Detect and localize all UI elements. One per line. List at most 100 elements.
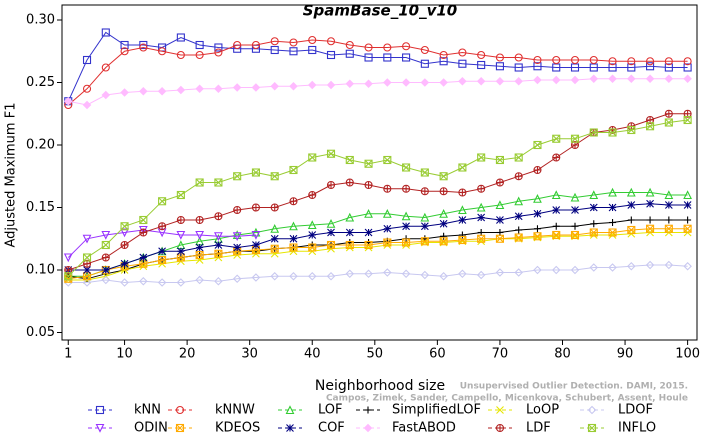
marker-part — [608, 57, 617, 66]
marker — [495, 155, 504, 165]
marker — [233, 172, 242, 181]
marker-part — [664, 201, 673, 209]
marker — [645, 74, 655, 84]
marker-part — [83, 266, 91, 274]
marker — [176, 247, 185, 256]
marker-part — [401, 78, 411, 87]
marker-part — [646, 122, 654, 131]
marker-part — [364, 240, 373, 250]
marker-part — [495, 234, 504, 243]
marker-part — [214, 241, 223, 249]
marker — [176, 33, 185, 42]
series-line — [67, 119, 688, 277]
marker — [587, 423, 597, 433]
marker — [458, 216, 467, 224]
marker — [345, 228, 354, 237]
marker-part — [307, 220, 317, 230]
marker-part — [552, 55, 561, 65]
legend-label: INFLO — [618, 421, 656, 434]
marker-part — [645, 74, 655, 84]
marker-part — [307, 80, 317, 90]
marker-part — [139, 43, 148, 52]
marker — [439, 219, 448, 228]
series-line — [68, 192, 688, 277]
marker — [514, 76, 523, 86]
marker-part — [514, 196, 524, 206]
marker-part — [195, 178, 204, 187]
marker-part — [420, 168, 429, 177]
marker — [289, 165, 298, 175]
marker-part — [64, 272, 73, 281]
marker — [251, 168, 260, 177]
marker-part — [420, 237, 429, 246]
marker-part — [514, 268, 523, 277]
marker — [158, 255, 167, 265]
marker-part — [664, 57, 673, 66]
marker-part — [251, 83, 261, 92]
marker-part — [589, 203, 598, 212]
marker-part — [83, 272, 91, 281]
marker — [214, 178, 223, 187]
marker — [327, 228, 335, 237]
marker — [63, 96, 73, 106]
marker — [270, 244, 279, 253]
marker-part — [401, 269, 411, 279]
marker — [683, 190, 693, 200]
marker-part — [308, 153, 317, 162]
marker-part — [63, 253, 73, 263]
marker — [270, 224, 280, 233]
marker-part — [402, 163, 410, 172]
marker-part — [439, 50, 448, 60]
marker-part — [176, 230, 186, 240]
marker-part — [382, 209, 392, 218]
marker — [589, 128, 598, 137]
legend-label: SimplifiedLOF — [392, 403, 481, 418]
marker — [345, 40, 354, 50]
marker-part — [495, 155, 504, 165]
marker-part — [214, 48, 223, 57]
marker-part — [439, 57, 448, 66]
marker-part — [402, 222, 410, 231]
marker — [120, 259, 129, 268]
marker-part — [270, 45, 279, 55]
marker — [95, 405, 105, 415]
marker — [251, 273, 261, 282]
marker — [326, 50, 336, 60]
marker-part — [64, 272, 73, 281]
marker-part — [364, 43, 373, 52]
marker — [458, 205, 467, 215]
marker-part — [420, 237, 429, 246]
marker-part — [458, 236, 467, 244]
marker-part — [383, 238, 392, 247]
marker — [82, 55, 92, 65]
marker-part — [176, 247, 185, 256]
marker — [176, 85, 186, 95]
marker — [101, 230, 111, 240]
marker-part — [570, 134, 580, 143]
marker-part — [270, 81, 279, 91]
marker-part — [158, 197, 167, 206]
marker-part — [458, 59, 467, 68]
marker — [645, 187, 655, 197]
legend-item: LDF — [488, 421, 551, 434]
marker — [439, 271, 448, 281]
marker — [646, 62, 655, 71]
marker — [608, 74, 617, 84]
marker — [402, 42, 411, 51]
marker — [63, 253, 73, 263]
marker-part — [646, 224, 655, 233]
marker-part — [627, 57, 636, 66]
marker — [420, 270, 430, 280]
marker — [195, 50, 204, 60]
marker — [552, 206, 561, 214]
marker-part — [364, 159, 373, 168]
marker — [476, 202, 486, 212]
legend-label: kNNW — [215, 403, 255, 418]
marker — [363, 423, 373, 433]
marker-part — [496, 216, 504, 224]
marker-part — [289, 165, 298, 175]
marker-part — [589, 128, 598, 137]
marker — [684, 216, 692, 224]
marker — [458, 231, 466, 239]
marker-part — [364, 209, 373, 218]
